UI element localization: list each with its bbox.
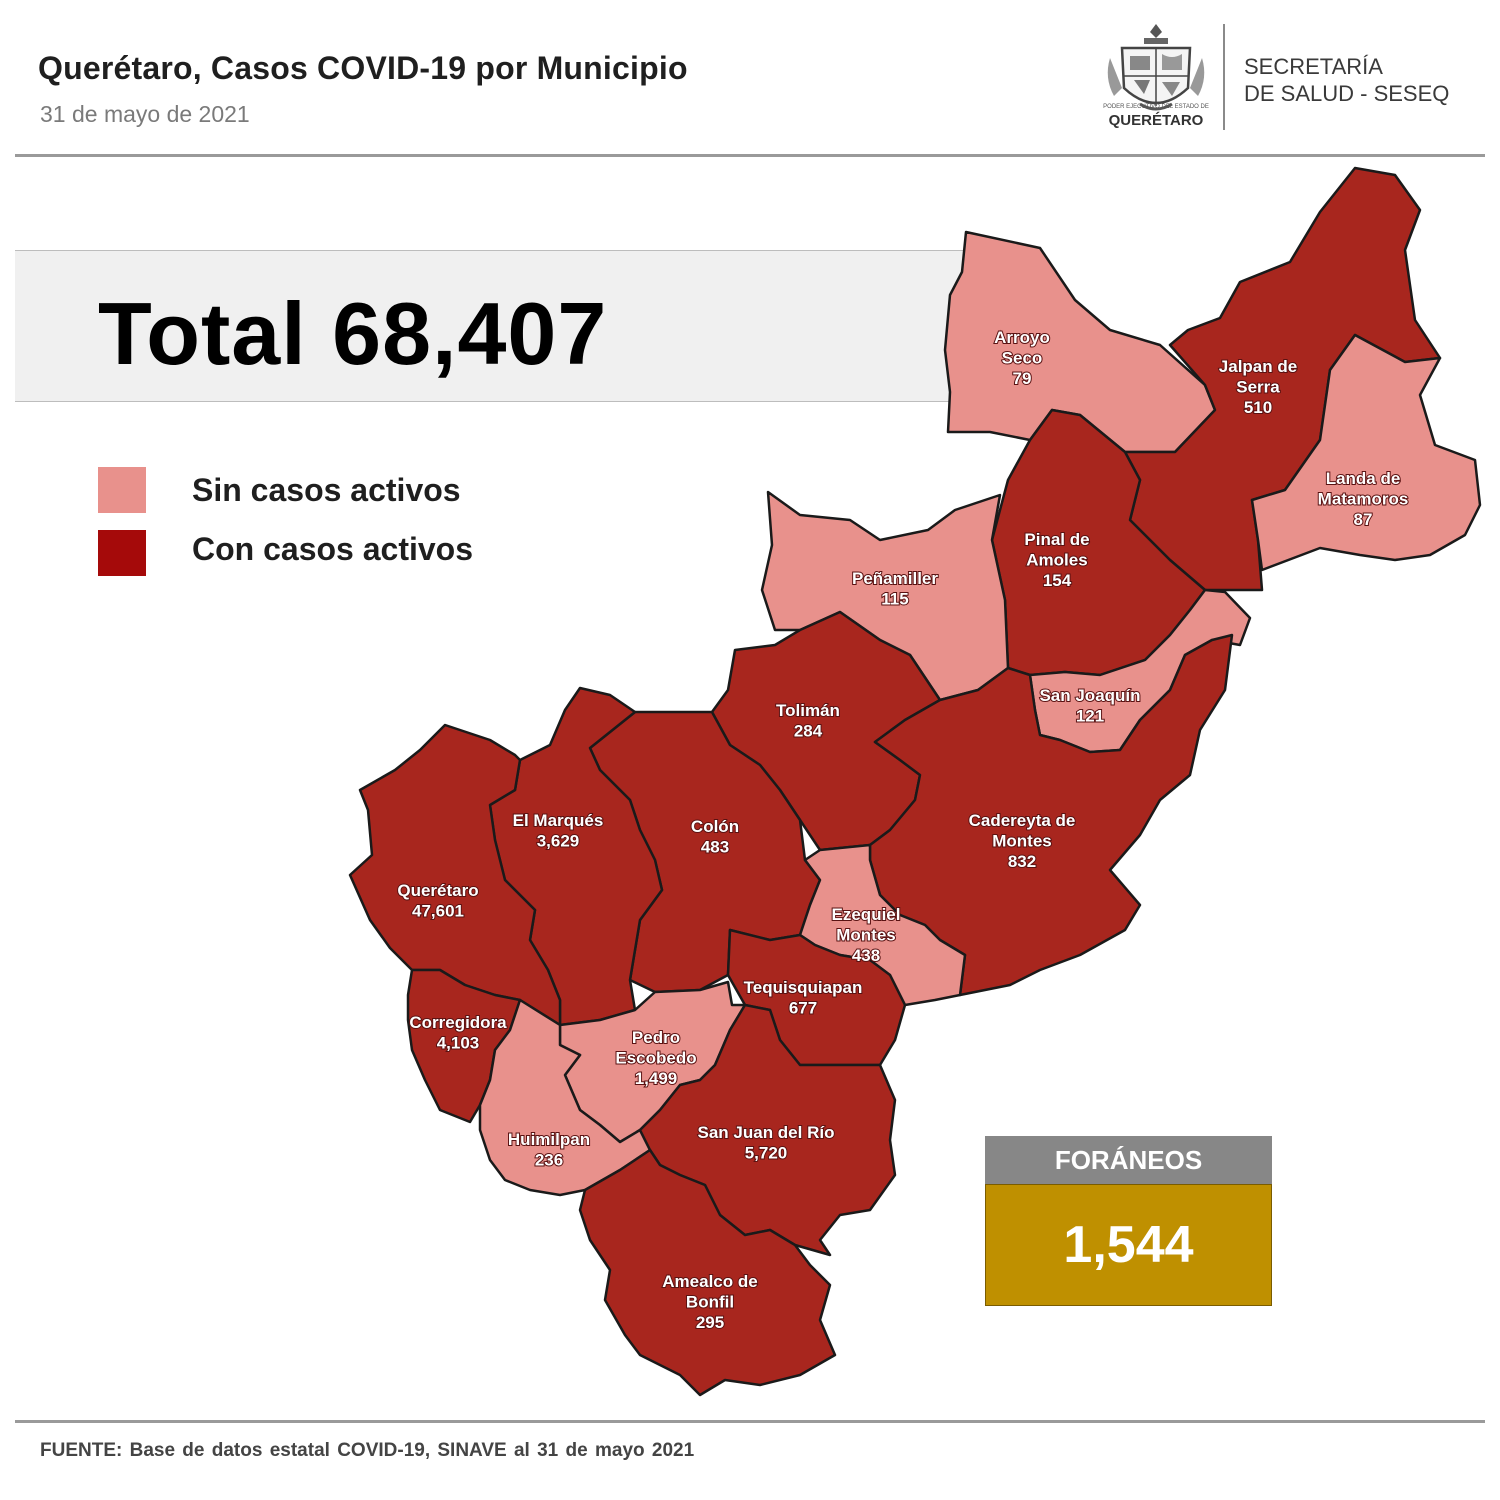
org-line-1: SECRETARÍA [1244,54,1383,79]
municipality-name: Tolimán [776,701,840,720]
logo-divider [1223,24,1225,130]
municipality-name: Corregidora [409,1013,507,1032]
footer-divider [15,1420,1485,1423]
foraneos-value: 1,544 [985,1184,1272,1306]
label-amealco-de-bonfil: Amealco de Bonfil 295 [662,1272,757,1332]
label-el-marques: El Marqués 3,629 [513,811,604,851]
total-cases: Total 68,407 [98,284,608,383]
municipality-name: Huimilpan [508,1130,590,1149]
case-count: 677 [789,999,817,1018]
municipality-name: Escobedo [615,1049,696,1068]
case-count: 1,499 [635,1069,678,1088]
case-count: 438 [852,946,880,965]
case-count: 4,103 [437,1034,480,1053]
municipality-name: Amealco de [662,1272,757,1291]
case-count: 5,720 [745,1144,788,1163]
municipality-name: Peñamiller [852,569,938,588]
municipality-name: Amoles [1026,551,1087,570]
legend-label-active: Con casos activos [192,531,473,567]
municipality-name: Jalpan de [1219,357,1297,376]
municipality-name: Ezequiel [832,905,901,924]
label-huimilpan: Huimilpan 236 [508,1130,590,1170]
municipality-name: Querétaro [397,881,478,900]
municipality-name: Landa de [1326,469,1401,488]
case-count: 154 [1043,571,1072,590]
label-cadereyta-de-montes: Cadereyta de Montes 832 [969,811,1076,871]
municipality-name: San Juan del Río [698,1123,835,1142]
case-count: 47,601 [412,902,464,921]
municipality-name: Pedro [632,1028,680,1047]
municipality-name: Cadereyta de [969,811,1076,830]
municipality-name: Seco [1002,349,1043,368]
label-san-juan-del-rio: San Juan del Río 5,720 [698,1123,835,1163]
case-count: 510 [1244,398,1272,417]
total-band [15,250,975,402]
label-landa-de-matamoros: Landa de Matamoros 87 [1318,469,1409,529]
municipality-ezequiel-montes[interactable] [798,843,967,1007]
label-toliman: Tolimán 284 [776,701,840,741]
case-count: 483 [701,838,729,857]
label-tequisquiapan: Tequisquiapan 677 [744,978,863,1018]
logo-small-text: PODER EJECUTIVO DEL ESTADO DE [1103,104,1209,110]
label-colon: Colón 483 [691,817,739,857]
label-penamiller: Peñamiller 115 [852,569,938,609]
foraneos-header: FORÁNEOS [985,1136,1272,1184]
municipality-name: Pinal de [1024,530,1089,549]
source-footer: FUENTE: Base de datos estatal COVID-19, … [40,1440,695,1461]
report-date: 31 de mayo de 2021 [40,101,250,127]
municipality-amealco-de-bonfil[interactable] [578,1148,837,1397]
case-count: 236 [535,1151,563,1170]
case-count: 832 [1008,852,1036,871]
label-pedro-escobedo: Pedro Escobedo 1,499 [615,1028,696,1088]
case-count: 3,629 [537,832,580,851]
page-title: Querétaro, Casos COVID-19 por Municipio [38,50,688,86]
header-divider [15,154,1485,157]
municipality-name: Montes [836,926,896,945]
municipality-cadereyta-de-montes[interactable] [868,633,1234,997]
municipality-landa-de-matamoros[interactable] [1250,333,1482,572]
municipality-name: Montes [992,832,1052,851]
label-jalpan-de-serra: Jalpan de Serra 510 [1219,357,1297,417]
org-line-2: DE SALUD - SESEQ [1244,81,1450,106]
municipality-name: Arroyo [994,328,1050,347]
label-pinal-de-amoles: Pinal de Amoles 154 [1024,530,1089,590]
municipality-name: Tequisquiapan [744,978,863,997]
logo-caption: QUERÉTARO [1108,112,1204,129]
label-corregidora: Corregidora 4,103 [409,1013,507,1053]
label-queretaro: Querétaro 47,601 [397,881,478,921]
label-san-joaquin: San Joaquín 121 [1039,686,1140,726]
case-count: 87 [1354,510,1373,529]
case-count: 284 [794,722,823,741]
legend-swatch-active [98,530,146,576]
municipality-name: Matamoros [1318,490,1409,509]
legend-swatch-inactive [98,467,146,513]
municipality-name: Serra [1236,378,1280,397]
queretaro-coat-of-arms-icon [1107,24,1205,111]
municipality-name: Colón [691,817,739,836]
organization-name: SECRETARÍA DE SALUD - SESEQ [1244,53,1449,107]
case-count: 115 [881,590,908,609]
case-count: 79 [1013,369,1032,388]
case-count: 295 [696,1313,724,1332]
legend-label-inactive: Sin casos activos [192,472,461,508]
label-ezequiel-montes: Ezequiel Montes 438 [832,905,901,965]
municipality-name: San Joaquín [1039,686,1140,705]
municipality-name: Bonfil [686,1293,734,1312]
label-arroyo-seco: Arroyo Seco 79 [994,328,1050,388]
case-count: 121 [1076,707,1104,726]
municipality-name: El Marqués [513,811,604,830]
